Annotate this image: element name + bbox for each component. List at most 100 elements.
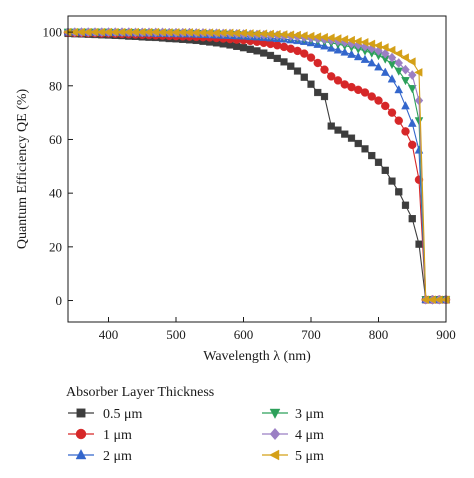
data-point <box>333 45 343 54</box>
data-point <box>76 408 86 418</box>
data-point <box>407 57 416 66</box>
data-point <box>408 140 417 150</box>
legend-label: 5 μm <box>295 449 324 464</box>
data-point <box>269 427 281 441</box>
data-point <box>415 240 423 248</box>
data-point <box>361 145 369 153</box>
x-tick-label: 800 <box>369 327 389 342</box>
data-point <box>353 51 363 61</box>
data-point <box>387 108 397 117</box>
data-point <box>380 67 390 76</box>
data-point <box>327 72 336 81</box>
data-point <box>347 134 356 142</box>
data-point <box>401 77 410 86</box>
y-tick-label: 80 <box>49 78 62 93</box>
data-point <box>293 67 302 75</box>
legend-item: 3 μm <box>262 407 324 422</box>
series-line <box>67 32 446 301</box>
data-point <box>360 54 370 63</box>
legend: 0.5 μm 1 μm 2 μm 3 μm 4 μm 5 μm <box>68 407 324 464</box>
data-point <box>266 51 275 60</box>
y-tick-label: 0 <box>56 293 63 308</box>
data-point <box>401 127 410 136</box>
data-point <box>320 65 329 74</box>
data-point <box>374 96 383 105</box>
data-point <box>313 58 322 68</box>
data-point <box>374 62 383 71</box>
y-tick-label: 100 <box>43 25 63 40</box>
x-tick-label: 700 <box>301 327 321 342</box>
data-point <box>75 449 87 460</box>
data-point <box>333 34 342 43</box>
data-point <box>368 151 376 160</box>
data-point <box>307 80 315 88</box>
data-point <box>373 41 382 50</box>
data-point <box>341 130 349 138</box>
data-point <box>367 58 377 67</box>
data-point <box>380 48 390 59</box>
data-point <box>374 158 383 166</box>
x-tick-label: 400 <box>99 327 119 342</box>
data-point <box>287 62 295 70</box>
data-point <box>353 36 362 46</box>
data-point <box>407 118 417 127</box>
x-axis-title: Wavelength λ (nm) <box>203 349 311 364</box>
data-point <box>401 101 410 110</box>
data-point <box>314 88 322 97</box>
series-layer <box>63 27 451 305</box>
data-point <box>381 101 390 111</box>
x-tick-label: 900 <box>436 327 456 342</box>
data-point <box>246 45 254 53</box>
data-point <box>260 49 268 57</box>
series <box>63 27 451 305</box>
data-point <box>407 85 417 94</box>
data-point <box>360 88 370 97</box>
data-point <box>333 76 343 85</box>
data-point <box>414 117 424 126</box>
data-point <box>269 408 281 419</box>
legend-item: 0.5 μm <box>68 407 143 422</box>
data-point <box>273 54 281 63</box>
data-point <box>354 139 362 148</box>
series <box>63 28 451 304</box>
data-point <box>401 64 410 75</box>
data-point <box>320 92 329 101</box>
data-point <box>407 70 417 80</box>
legend-label: 4 μm <box>295 428 324 443</box>
series <box>63 27 450 305</box>
series <box>64 29 450 304</box>
y-tick-label: 20 <box>49 239 62 254</box>
data-point <box>387 74 397 83</box>
series-line <box>67 32 446 301</box>
series <box>63 27 451 304</box>
series-line <box>68 31 446 301</box>
data-point <box>408 215 416 223</box>
data-point <box>334 126 342 134</box>
data-point <box>394 116 403 125</box>
legend-item: 1 μm <box>68 428 132 443</box>
legend-label: 2 μm <box>103 449 132 464</box>
data-point <box>346 35 355 45</box>
data-point <box>393 49 403 58</box>
legend-item: 2 μm <box>68 449 132 464</box>
data-point <box>306 53 316 62</box>
data-point <box>326 33 335 43</box>
data-point <box>75 428 87 440</box>
data-point <box>441 295 450 305</box>
data-point <box>347 49 356 58</box>
data-point <box>300 49 309 58</box>
data-point <box>300 73 308 81</box>
data-point <box>280 58 288 66</box>
data-point <box>401 201 410 209</box>
data-point <box>366 39 376 49</box>
data-point <box>394 84 404 94</box>
legend-item: 4 μm <box>262 427 324 443</box>
legend-label: 0.5 μm <box>103 407 143 422</box>
data-point <box>395 188 403 196</box>
data-point <box>400 53 409 62</box>
data-point <box>387 52 397 63</box>
data-point <box>387 45 396 55</box>
data-point <box>327 122 335 130</box>
data-point <box>233 42 241 50</box>
legend-label: 1 μm <box>103 428 132 443</box>
